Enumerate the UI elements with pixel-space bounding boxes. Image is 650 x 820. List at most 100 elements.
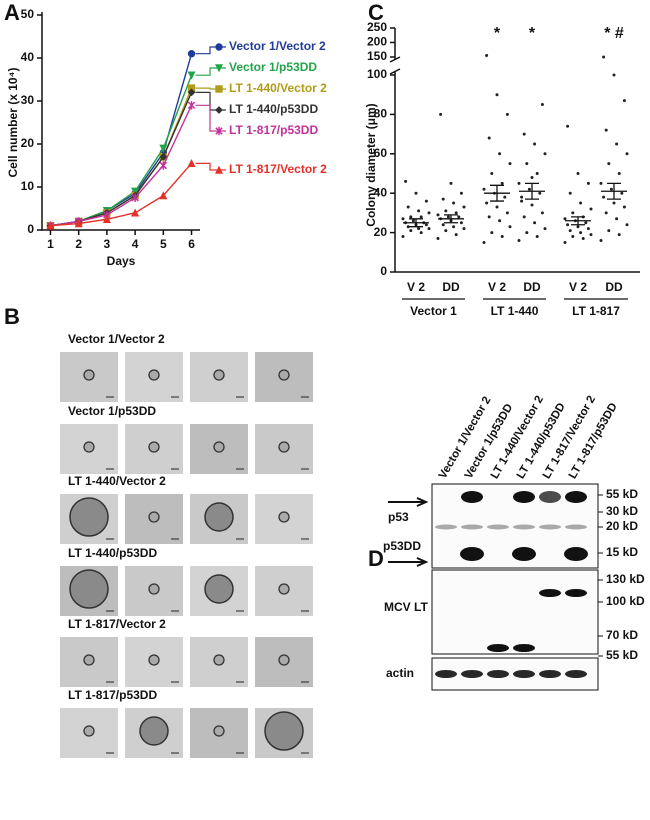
x-tick-label: 2 (75, 237, 82, 251)
legend-label: LT 1-440/Vector 2 (229, 81, 327, 95)
band-label: MCV LT (384, 600, 428, 614)
band (512, 547, 536, 561)
colony (148, 583, 160, 595)
band (513, 491, 535, 503)
colony (139, 716, 169, 746)
annotation: * (494, 25, 501, 42)
band-label: p53 (388, 510, 409, 524)
legend-marker (215, 43, 223, 51)
y-tick-label: 0 (380, 264, 387, 278)
dot (543, 227, 547, 231)
dot (485, 54, 489, 58)
colony (69, 569, 109, 609)
x-tick-label: DD (605, 280, 623, 294)
legend-label: LT 1-817/Vector 2 (229, 162, 327, 176)
panel-letter: B (4, 304, 20, 329)
kd-label: 15 kD (606, 545, 638, 559)
panel-letter: D (368, 546, 384, 571)
dot (417, 227, 421, 231)
row-label: LT 1-817/p53DD (68, 688, 157, 702)
series-line (50, 105, 193, 227)
band (539, 670, 561, 678)
arrow (388, 557, 429, 567)
row-label: LT 1-440/Vector 2 (68, 474, 166, 488)
kd-label: 30 kD (606, 504, 638, 518)
dot (620, 191, 624, 195)
annotation: * # (604, 25, 624, 42)
dot (589, 207, 593, 211)
dot (522, 132, 526, 136)
series-line (50, 162, 193, 227)
dot (401, 235, 405, 239)
y-tick-label: 40 (21, 50, 35, 64)
dot (508, 225, 512, 229)
kd-label: 55 kD (606, 487, 638, 501)
legend-connector (195, 67, 226, 76)
x-tick-label: 5 (160, 237, 167, 251)
colony (278, 369, 290, 381)
mean-sem (565, 216, 591, 226)
x-tick-label: V 2 (407, 280, 425, 294)
colony (213, 369, 225, 381)
series-line (50, 87, 193, 227)
marker (131, 187, 140, 196)
dot (617, 233, 621, 237)
band (460, 547, 484, 561)
band (435, 524, 457, 530)
colony (264, 711, 304, 751)
band (513, 670, 535, 678)
band (461, 670, 483, 678)
dot (482, 240, 486, 244)
x-tick-label: V 2 (569, 280, 587, 294)
kd-label: 130 kD (606, 572, 645, 586)
dot (566, 223, 570, 227)
y-tick-label: 0 (27, 222, 34, 236)
dot (446, 215, 450, 219)
marker (46, 221, 55, 230)
band (487, 644, 509, 652)
band (565, 491, 587, 503)
dot (617, 172, 621, 175)
dot (584, 221, 588, 225)
marker (187, 50, 196, 58)
dot (454, 211, 458, 215)
y-tick-label: 20 (21, 136, 35, 150)
band (461, 524, 483, 530)
dot (525, 231, 529, 235)
group-label: LT 1-440 (491, 304, 539, 318)
dot (622, 205, 626, 209)
dot (579, 231, 583, 235)
dot (505, 112, 509, 116)
dot (576, 172, 580, 175)
colony (213, 654, 225, 666)
dot (503, 195, 507, 199)
colony (204, 502, 234, 532)
dot (530, 175, 534, 179)
dot (444, 229, 448, 233)
colony (278, 583, 290, 595)
band (435, 670, 457, 678)
legend-label: LT 1-440/p53DD (229, 102, 318, 116)
marker (187, 88, 196, 97)
axis (394, 28, 640, 273)
colony (278, 441, 290, 453)
dot (535, 235, 539, 239)
legend-label: Vector 1/Vector 2 (229, 39, 326, 53)
dot (571, 235, 575, 239)
marker (131, 208, 140, 217)
dot (543, 152, 547, 156)
dot (459, 191, 463, 195)
dot (495, 93, 499, 97)
dot (427, 211, 431, 215)
colony (213, 441, 225, 453)
dot (579, 201, 583, 205)
dot (615, 142, 619, 146)
y-tick-label: 200 (367, 35, 387, 49)
legend-marker (215, 106, 223, 114)
dot (444, 209, 448, 213)
dot (409, 229, 413, 233)
dot (417, 209, 421, 213)
dot (522, 215, 526, 219)
dot (482, 187, 486, 191)
legend-marker (214, 64, 224, 73)
